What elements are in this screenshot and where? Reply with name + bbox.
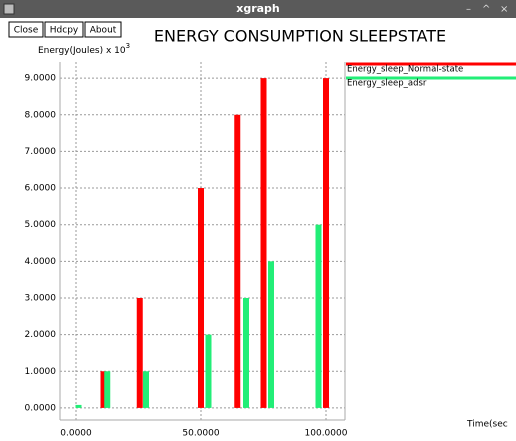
y-tick-label: 5.0000 bbox=[25, 220, 57, 230]
y-tick-label: 2.0000 bbox=[25, 330, 57, 340]
close-window-button[interactable]: × bbox=[500, 4, 508, 15]
bar bbox=[75, 404, 82, 408]
toolbar-button-label[interactable]: About bbox=[90, 26, 117, 36]
title-bar bbox=[0, 0, 516, 18]
bar bbox=[260, 78, 267, 408]
bar bbox=[268, 261, 274, 408]
bar bbox=[143, 371, 149, 408]
y-tick-label: 8.0000 bbox=[25, 110, 57, 120]
bar bbox=[323, 78, 329, 408]
x-axis-label: Time(sec bbox=[466, 420, 508, 430]
y-axis-label: Energy(Joules) x 103 bbox=[38, 42, 130, 56]
bar bbox=[243, 297, 249, 408]
y-axis-label-text: Energy(Joules) x 10 bbox=[38, 46, 126, 56]
toolbar-button-label[interactable]: Hdcpy bbox=[50, 26, 79, 36]
y-tick-label: 1.0000 bbox=[25, 367, 57, 377]
y-tick-label: 4.0000 bbox=[25, 257, 57, 267]
y-tick-label: 9.0000 bbox=[25, 74, 57, 84]
toolbar-button[interactable] bbox=[44, 21, 84, 38]
y-tick-label: 6.0000 bbox=[25, 184, 57, 194]
minimize-button[interactable]: – bbox=[466, 4, 471, 15]
y-tick-label: 0.0000 bbox=[25, 403, 57, 413]
x-tick-label: 0.0000 bbox=[60, 429, 92, 439]
x-tick-label: 50.0000 bbox=[182, 429, 219, 439]
window-title: xgraph bbox=[236, 2, 280, 15]
bar bbox=[205, 334, 212, 408]
bar bbox=[198, 188, 204, 408]
y-tick-label: 7.0000 bbox=[25, 147, 57, 157]
bar bbox=[136, 297, 143, 408]
bar bbox=[315, 224, 322, 408]
window-menu-icon[interactable] bbox=[3, 3, 15, 15]
x-tick-label: 100.0000 bbox=[305, 429, 348, 439]
legend-area bbox=[345, 60, 516, 430]
toolbar-button[interactable] bbox=[84, 21, 122, 38]
legend-label: Energy_sleep_adsr bbox=[347, 79, 427, 89]
y-axis-label-exponent: 3 bbox=[126, 42, 130, 50]
legend-label: Energy_sleep_Normal-state bbox=[347, 65, 463, 75]
bar bbox=[234, 114, 241, 408]
bar bbox=[104, 371, 111, 408]
bar bbox=[100, 371, 107, 408]
chart-title: ENERGY CONSUMPTION SLEEPSTATE bbox=[154, 27, 446, 46]
maximize-button[interactable]: ^ bbox=[482, 4, 490, 15]
y-tick-label: 3.0000 bbox=[25, 293, 57, 303]
toolbar-button[interactable] bbox=[8, 21, 44, 38]
toolbar-button-label[interactable]: Close bbox=[14, 26, 39, 36]
